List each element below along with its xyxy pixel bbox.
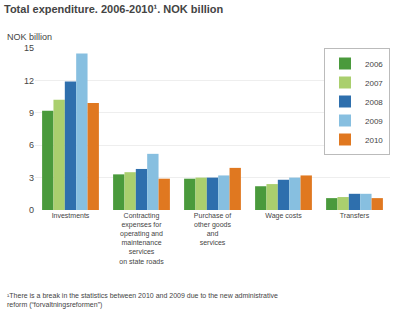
svg-text:3: 3	[29, 173, 34, 183]
svg-text:2008: 2008	[365, 98, 383, 107]
svg-text:¹There is a break in the stati: ¹There is a break in the statistics betw…	[7, 292, 278, 309]
svg-text:15: 15	[24, 43, 34, 53]
svg-text:0: 0	[29, 205, 34, 215]
svg-text:Purchase ofother goodsandservi: Purchase ofother goodsandservices	[194, 212, 232, 246]
svg-text:NOK billion: NOK billion	[7, 32, 52, 42]
svg-text:Wage costs: Wage costs	[265, 212, 302, 220]
svg-text:Total expenditure. 2006-2010¹.: Total expenditure. 2006-2010¹. NOK billi…	[4, 3, 224, 15]
svg-text:2007: 2007	[365, 79, 383, 88]
svg-text:9: 9	[29, 108, 34, 118]
svg-text:2006: 2006	[365, 60, 383, 69]
svg-text:6: 6	[29, 140, 34, 150]
svg-text:2009: 2009	[365, 117, 383, 126]
svg-text:Transfers: Transfers	[340, 212, 370, 219]
svg-text:2010: 2010	[365, 136, 383, 145]
svg-text:Contractingexpenses foroperati: Contractingexpenses foroperating andmain…	[119, 212, 164, 265]
svg-text:12: 12	[24, 76, 34, 86]
svg-text:Investments: Investments	[52, 212, 90, 219]
